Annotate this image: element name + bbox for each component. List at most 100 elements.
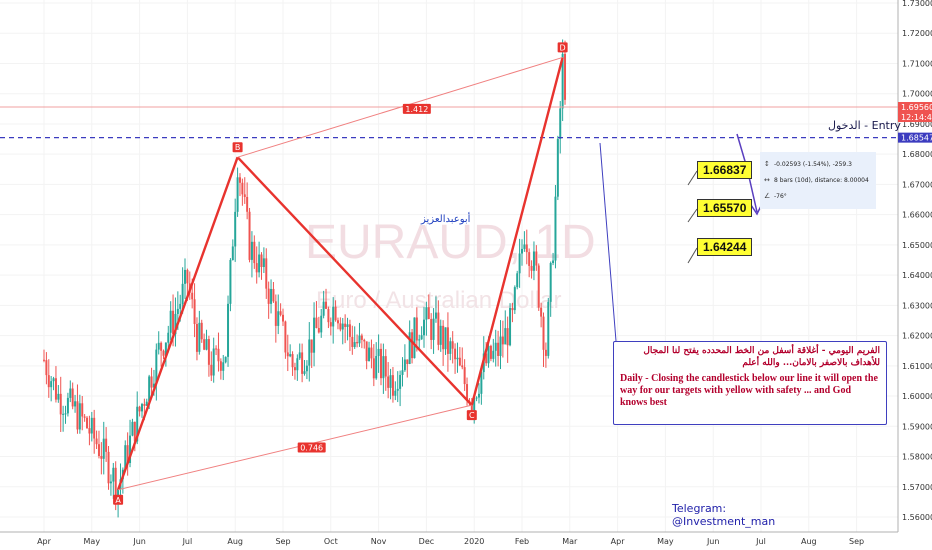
candle-body [540, 307, 543, 317]
candle-body [59, 393, 62, 415]
x-tick-label: Jun [706, 537, 720, 546]
candle-body [86, 417, 89, 429]
candle-body [372, 358, 375, 379]
candle-body [463, 367, 466, 385]
note-arabic: الفريم اليومي - أغلاقة أسفل من الخط المح… [643, 346, 880, 368]
candle-body [93, 417, 96, 439]
target-2[interactable]: 1.65570 [697, 199, 753, 217]
candle-body [167, 332, 170, 343]
candle-body [525, 244, 528, 253]
candle-body [559, 108, 562, 139]
candle-body [186, 269, 189, 284]
candle-body [272, 288, 275, 302]
candle-body [270, 288, 273, 304]
candle-body [102, 438, 105, 459]
candle-body [184, 269, 187, 284]
candle-body [174, 313, 177, 335]
candle-body [210, 364, 213, 376]
candle-body [43, 359, 45, 361]
candle-body [136, 406, 139, 442]
candle-body [241, 182, 244, 195]
candle-body [62, 413, 65, 415]
candle-body [449, 341, 452, 354]
candle-body [195, 324, 198, 352]
candle-body [107, 451, 110, 484]
candle-body [205, 339, 208, 350]
candle-body [521, 248, 523, 254]
candle-body [267, 288, 270, 304]
candle-body [528, 252, 531, 266]
x-tick-label: Sep [275, 537, 290, 546]
candle-body [391, 375, 394, 396]
point-C-box [466, 410, 477, 421]
candle-body [109, 481, 112, 484]
candle-body [215, 348, 218, 350]
y-tick-label: 1.57000 [902, 483, 932, 492]
telegram-handle[interactable]: @Investment_man [672, 515, 776, 528]
candle-body [399, 374, 402, 389]
candle-body [353, 342, 356, 347]
pattern-bd-line [237, 56, 563, 158]
candle-body [549, 263, 552, 302]
candle-body [298, 352, 301, 359]
candle-body [415, 317, 418, 341]
candle-body [203, 339, 206, 350]
candle-body [246, 196, 249, 212]
candle-body [446, 327, 449, 354]
candle-body [492, 350, 495, 359]
candle-body [76, 401, 79, 430]
y-tick-label: 1.65000 [902, 241, 932, 250]
candle-body [427, 307, 430, 319]
candle-body [430, 318, 433, 340]
point-D-box [557, 42, 568, 53]
candle-body [315, 317, 318, 329]
candle-body [506, 328, 509, 346]
candle-body [243, 194, 246, 197]
measure-bars-row: ↔ 8 bars (10d), distance: 8.00004 [764, 172, 872, 188]
y-tick-label: 1.66000 [902, 211, 932, 220]
candle-body [509, 307, 512, 346]
target-3[interactable]: 1.64244 [697, 238, 753, 256]
candle-body [129, 435, 132, 464]
target-1[interactable]: 1.66837 [697, 161, 753, 179]
candle-body [155, 349, 158, 384]
x-tick-label: Nov [371, 537, 387, 546]
candle-body [124, 445, 127, 470]
candle-body [222, 362, 225, 371]
candle-body [358, 335, 361, 344]
candle-body [229, 259, 232, 304]
candle-body [418, 339, 421, 341]
candle-body [83, 416, 86, 418]
candle-body [408, 332, 411, 364]
candle-body [473, 398, 476, 412]
candle-body [193, 299, 196, 325]
candle-body [236, 177, 239, 212]
candle-body [485, 353, 488, 364]
candle-body [152, 383, 155, 388]
entry-price-tag: 1.68547 [901, 134, 932, 143]
measure-angle-row: ∠ -76° [764, 188, 872, 204]
pattern-ac-line [117, 404, 472, 491]
x-tick-label: Jun [132, 537, 146, 546]
pattern-leg [236, 156, 473, 406]
candle-body [379, 348, 382, 379]
candle-body [458, 357, 461, 366]
candle-body [52, 378, 55, 382]
candle-body [537, 265, 540, 308]
candle-body [126, 445, 129, 464]
candle-body [100, 456, 103, 459]
candle-body [114, 467, 117, 500]
candle-body [332, 306, 335, 327]
candle-body [325, 301, 328, 309]
y-tick-label: 1.63000 [902, 301, 932, 310]
candle-body [413, 317, 416, 359]
target-pointer-2 [687, 208, 698, 223]
y-tick-label: 1.64000 [902, 271, 932, 280]
x-tick-label: Oct [324, 537, 338, 546]
candle-body [377, 348, 380, 357]
point-D-label: D [560, 43, 566, 52]
candle-body [57, 393, 60, 400]
candle-body [475, 397, 478, 399]
telegram-contact[interactable]: Telegram: @Investment_man [672, 502, 775, 528]
